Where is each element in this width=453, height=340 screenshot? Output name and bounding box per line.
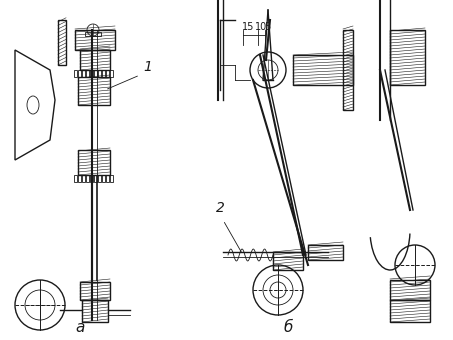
Bar <box>80 282 110 300</box>
Bar <box>98 70 101 77</box>
Bar <box>94 175 97 182</box>
Bar <box>78 150 110 175</box>
Bar <box>106 70 109 77</box>
Text: a: a <box>75 320 85 335</box>
Bar <box>78 70 81 77</box>
Bar <box>82 300 108 322</box>
Bar <box>78 77 110 105</box>
Bar <box>80 50 110 70</box>
Bar <box>390 280 430 300</box>
Bar <box>102 70 105 77</box>
Text: 5: 5 <box>264 22 270 32</box>
Bar <box>82 70 85 77</box>
Bar <box>390 300 430 322</box>
Text: 1: 1 <box>143 60 152 74</box>
Text: б: б <box>283 320 293 335</box>
Bar <box>58 20 66 65</box>
Bar <box>85 32 101 36</box>
Bar <box>102 175 105 182</box>
Text: 2: 2 <box>216 201 225 215</box>
Bar <box>78 175 81 182</box>
Bar <box>75 30 115 50</box>
Bar <box>106 175 109 182</box>
Bar <box>86 175 89 182</box>
Bar <box>82 175 85 182</box>
Bar <box>390 30 425 85</box>
Bar <box>308 245 343 260</box>
Bar <box>90 70 93 77</box>
Bar <box>273 252 303 270</box>
Bar <box>98 175 101 182</box>
Bar <box>94 70 97 77</box>
Bar <box>110 70 113 77</box>
Text: 15: 15 <box>242 22 254 32</box>
Bar <box>74 70 77 77</box>
Bar <box>74 175 77 182</box>
Bar <box>293 55 353 85</box>
Bar <box>90 175 93 182</box>
Bar <box>343 30 353 110</box>
Text: 10: 10 <box>255 22 267 32</box>
Bar <box>86 70 89 77</box>
Bar <box>110 175 113 182</box>
